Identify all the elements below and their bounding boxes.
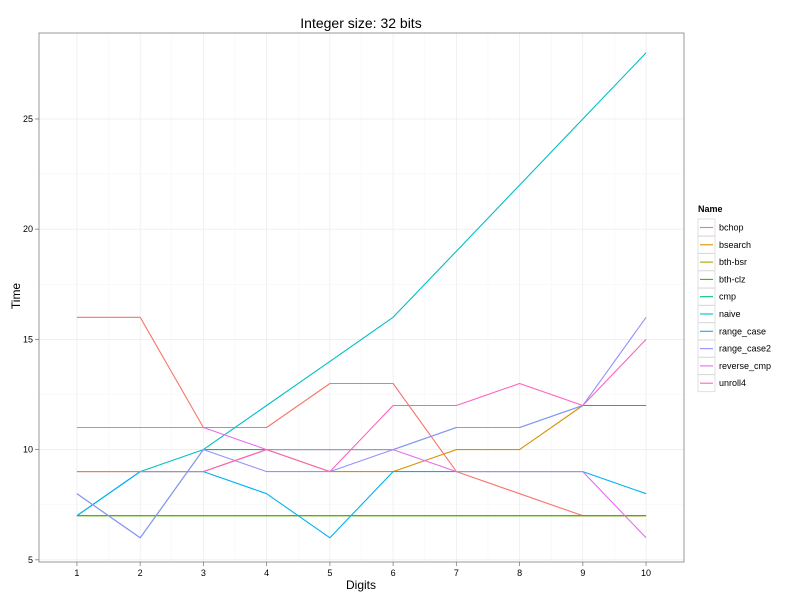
x-tick-label: 5 <box>327 568 332 578</box>
series-line-naive <box>76 52 647 517</box>
series-line-bchop <box>76 316 647 517</box>
legend-label-range-case2: range_case2 <box>719 344 771 354</box>
y-tick-label: 20 <box>23 224 33 234</box>
chart-title: Integer size: 32 bits <box>300 15 421 31</box>
plot-area: 1 2 3 4 5 6 7 8 9 10 5 10 15 20 25 <box>23 32 685 578</box>
x-tick-label: 8 <box>517 568 522 578</box>
x-tick-label: 1 <box>74 568 79 578</box>
series-line-reverse-cmp <box>76 426 647 539</box>
plot-border <box>38 32 685 563</box>
x-tick-label: 2 <box>138 568 143 578</box>
legend-title: Name <box>698 204 723 214</box>
x-tick-label: 7 <box>454 568 459 578</box>
legend-label-bsearch: bsearch <box>719 240 751 250</box>
legend-label-bth-clz: bth-clz <box>719 274 746 284</box>
series-line-range-case2 <box>76 316 647 539</box>
y-tick-label: 10 <box>23 445 33 455</box>
y-tick-label: 5 <box>28 555 33 565</box>
legend: Name bchop bsearch bth-bsr bth-clz cmp naive r… <box>697 204 771 393</box>
legend-label-bth-bsr: bth-bsr <box>719 257 747 267</box>
x-tick-label: 3 <box>201 568 206 578</box>
legend-label-range-case: range_case <box>719 326 766 336</box>
legend-label-reverse-cmp: reverse_cmp <box>719 361 771 371</box>
y-tick-label: 15 <box>23 334 33 344</box>
series-line-unroll4 <box>76 339 647 473</box>
y-axis-title: Time <box>9 283 23 310</box>
x-tick-label: 9 <box>580 568 585 578</box>
legend-label-bchop: bchop <box>719 223 744 233</box>
legend-label-naive: naive <box>719 309 741 319</box>
x-tick-label: 10 <box>641 568 651 578</box>
y-tick-label: 25 <box>23 114 33 124</box>
x-axis-title: Digits <box>346 578 376 592</box>
legend-label-unroll4: unroll4 <box>719 378 746 388</box>
x-tick-label: 6 <box>391 568 396 578</box>
legend-label-cmp: cmp <box>719 292 736 302</box>
x-tick-label: 4 <box>264 568 269 578</box>
